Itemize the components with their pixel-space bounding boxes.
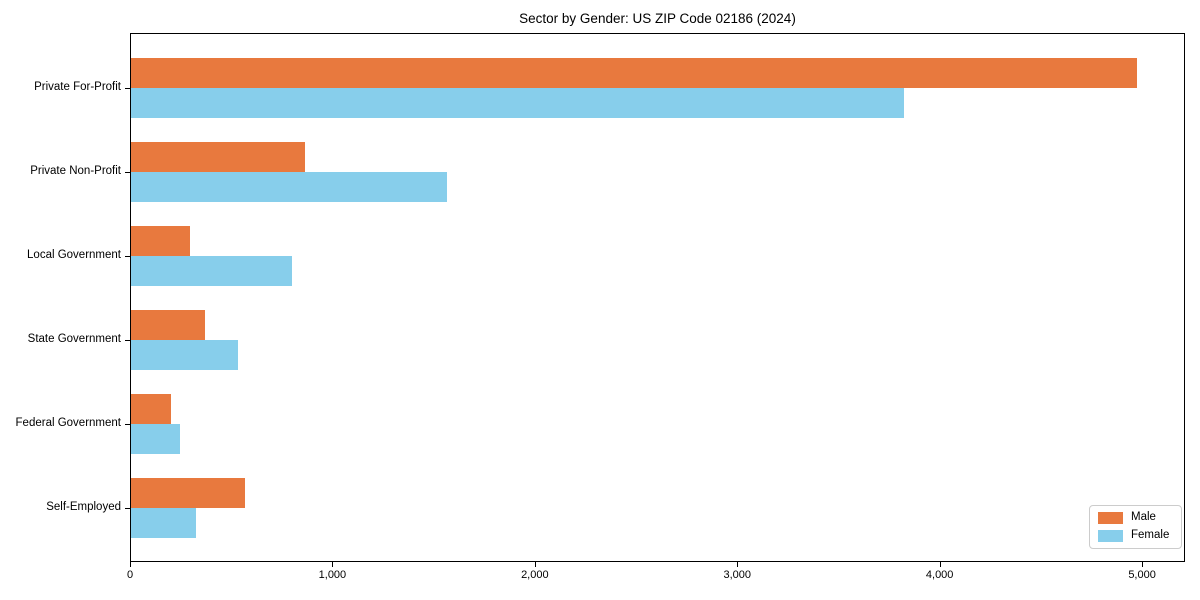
y-axis-label-private-for-profit: Private For-Profit [34, 81, 121, 93]
plot-area [130, 33, 1185, 562]
bar-male-state-government [131, 310, 205, 340]
male-swatch-icon [1098, 512, 1123, 524]
legend-label-female: Female [1131, 529, 1170, 542]
y-axis-label-local-government: Local Government [27, 249, 121, 261]
y-tick-private-for-profit [125, 88, 130, 89]
bar-male-self-employed [131, 478, 246, 508]
x-axis-label-5000: 5,000 [1128, 569, 1156, 581]
bar-male-local-government [131, 226, 190, 256]
x-axis-label-4000: 4,000 [925, 569, 954, 581]
x-tick-0 [130, 562, 131, 567]
bar-female-private-for-profit [131, 88, 905, 118]
y-tick-local-government [125, 256, 130, 257]
bar-female-private-non-profit [131, 172, 447, 202]
bar-male-private-non-profit [131, 142, 306, 172]
x-tick-3000 [737, 562, 739, 567]
chart-title: Sector by Gender: US ZIP Code 02186 (202… [519, 11, 796, 26]
bar-female-state-government [131, 340, 239, 370]
legend-label-male: Male [1131, 511, 1156, 524]
bar-female-federal-government [131, 424, 180, 454]
x-tick-2000 [534, 562, 536, 567]
x-axis-label-1000: 1,000 [318, 569, 347, 581]
legend-item-male: Male [1098, 512, 1173, 524]
legend: Male Female [1089, 505, 1182, 549]
y-tick-federal-government [125, 424, 130, 425]
x-axis-label-2000: 2,000 [521, 569, 549, 581]
y-tick-state-government [125, 340, 130, 341]
y-tick-self-employed [125, 508, 130, 509]
bar-female-self-employed [131, 508, 196, 538]
y-axis-label-self-employed: Self-Employed [46, 501, 121, 513]
x-tick-5000 [1142, 562, 1144, 567]
x-tick-1000 [332, 562, 334, 567]
x-axis-label-0: 0 [126, 569, 134, 581]
bar-male-federal-government [131, 394, 172, 424]
y-axis-label-private-non-profit: Private Non-Profit [30, 165, 121, 177]
bar-male-private-for-profit [131, 58, 1137, 88]
y-axis-label-federal-government: Federal Government [15, 417, 121, 429]
legend-item-female: Female [1098, 530, 1173, 542]
x-tick-4000 [939, 562, 941, 567]
y-axis-label-state-government: State Government [27, 333, 121, 345]
bar-female-local-government [131, 256, 292, 286]
x-axis-label-3000: 3,000 [723, 569, 752, 581]
y-tick-private-non-profit [125, 172, 130, 173]
female-swatch-icon [1098, 530, 1123, 542]
